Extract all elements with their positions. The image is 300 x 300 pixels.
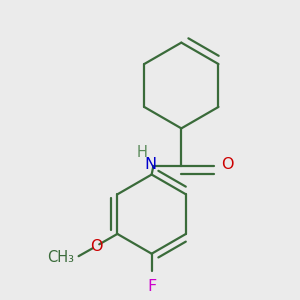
Text: H: H xyxy=(136,146,147,160)
Text: CH₃: CH₃ xyxy=(47,250,74,265)
Text: O: O xyxy=(222,157,234,172)
Text: F: F xyxy=(147,279,156,294)
Text: O: O xyxy=(90,239,102,254)
Text: N: N xyxy=(144,158,156,172)
